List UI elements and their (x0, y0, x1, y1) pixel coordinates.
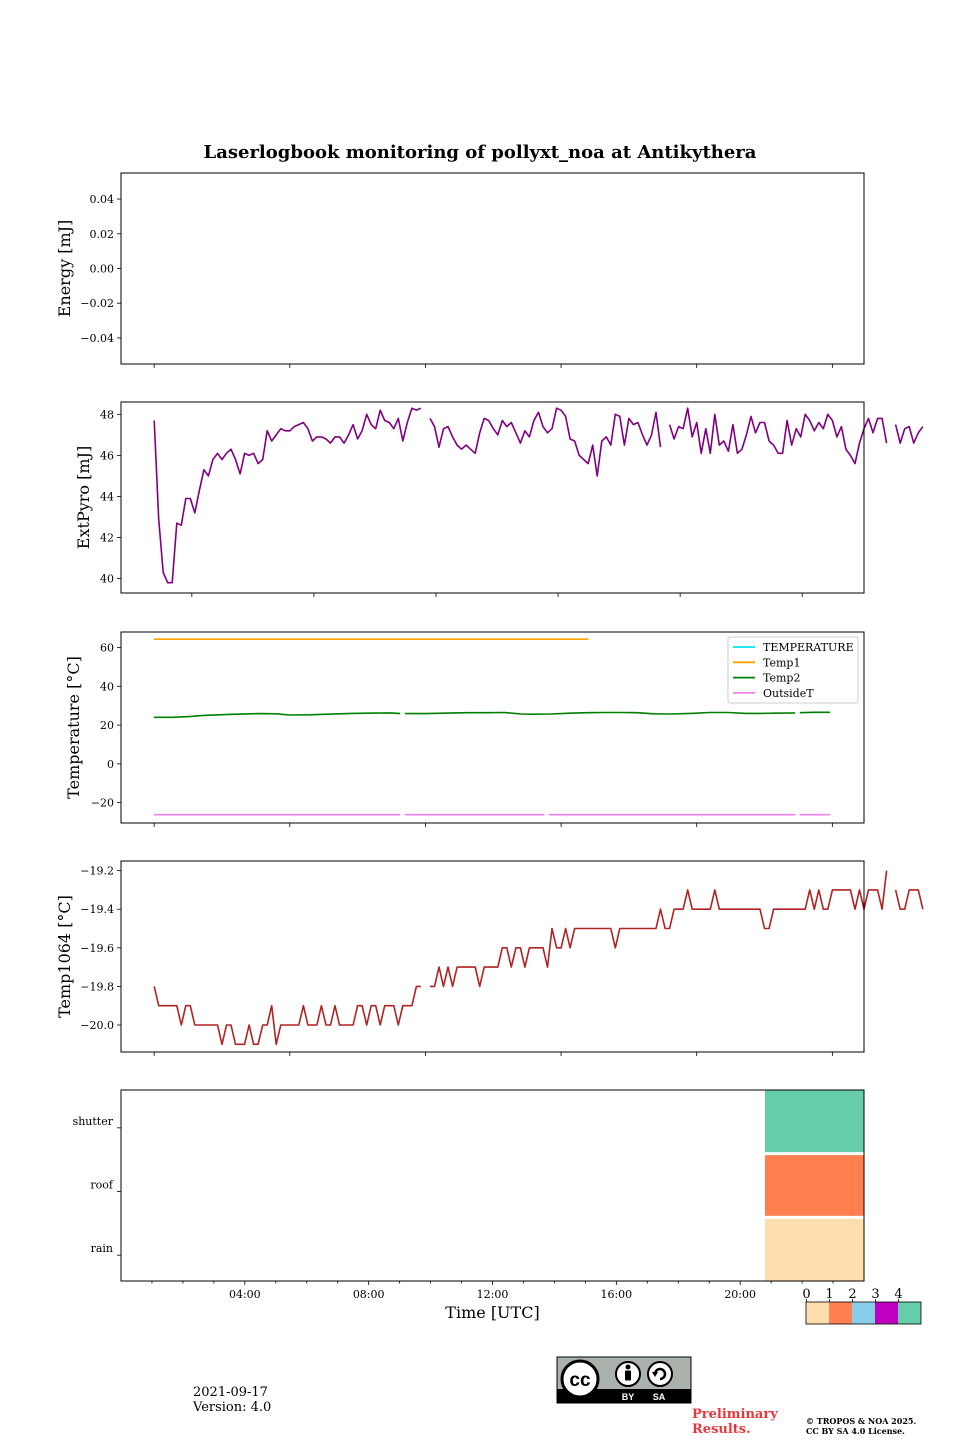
status-block-shutter (764, 1090, 864, 1153)
status-row-label: rain (91, 1242, 113, 1255)
axes-frame (120, 1089, 865, 1282)
y-tick-label: 20 (100, 719, 114, 732)
y-axis-label: Temperature [°C] (64, 656, 83, 799)
cc-by-label: BY (622, 1392, 635, 1402)
copyright-line1: © TROPOS & NOA 2025. (806, 1416, 916, 1426)
y-tick-label: 40 (100, 680, 114, 693)
legend-entry: TEMPERATURE (763, 641, 854, 654)
energy-panel: −0.04 −0.02 0.00 0.02 0.04 Energy [mJ] (55, 172, 865, 368)
y-tick-label: 60 (100, 642, 114, 655)
footer-version: Version: 4.0 (192, 1400, 271, 1415)
y-tick-label: −20 (91, 797, 114, 810)
x-tick-label: 16:00 (600, 1288, 632, 1301)
colorbar-tick-label: 3 (871, 1287, 879, 1302)
y-tick-label: −0.02 (80, 297, 114, 310)
x-tick-label: 08:00 (353, 1288, 385, 1301)
extpyro-series-line (153, 407, 924, 584)
temp1064-series-line (153, 870, 924, 1046)
y-tick-label: 46 (100, 449, 114, 462)
axes-frame (120, 631, 865, 824)
y-tick-label: 0 (107, 758, 114, 771)
extpyro-panel: 40 42 44 46 48 ExtPyro [mJ] (74, 401, 924, 597)
colorbar-tick-label: 4 (894, 1287, 902, 1302)
y-tick-label: 42 (100, 532, 114, 545)
preliminary-line2: Results. (692, 1422, 751, 1437)
copyright-line2: CC BY SA 4.0 License. (806, 1426, 905, 1436)
y-axis-label: ExtPyro [mJ] (74, 446, 93, 549)
y-tick-label: −19.2 (80, 865, 114, 878)
legend: TEMPERATURE Temp1 Temp2 OutsideT (727, 636, 859, 704)
y-axis-label: Energy [mJ] (55, 220, 74, 318)
x-tick-label: 12:00 (477, 1288, 509, 1301)
colorbar-swatch (829, 1302, 852, 1324)
colorbar-tick-label: 1 (825, 1287, 833, 1302)
status-row-label: roof (90, 1179, 114, 1192)
cc-text: cc (569, 1370, 591, 1391)
series-line-temp2 (404, 711, 796, 716)
preliminary-line1: Preliminary (692, 1407, 778, 1422)
status-block-rain (764, 1218, 864, 1281)
y-tick-label: −19.6 (80, 942, 114, 955)
axes-frame (120, 172, 865, 365)
status-panel: shutter roof rain 04:00 08:00 12:00 16:00 20:00… (73, 1089, 865, 1322)
colorbar-swatch (806, 1302, 829, 1324)
x-axis-label: Time [UTC] (445, 1303, 539, 1322)
temperature-panel: −20 0 20 40 60 Temperature [°C] TEMPERATURE Tem… (64, 631, 865, 827)
footer-date: 2021-09-17 (193, 1385, 268, 1400)
status-row-label: shutter (73, 1115, 114, 1128)
temp1064-panel: −20.0 −19.8 −19.6 −19.4 −19.2 Temp1064 [°C] (55, 860, 924, 1056)
y-tick-label: 44 (100, 490, 114, 503)
x-tick-label: 04:00 (229, 1288, 261, 1301)
colorbar-swatch (898, 1302, 921, 1324)
x-tick-label: 20:00 (724, 1288, 756, 1301)
y-tick-label: −0.04 (80, 332, 114, 345)
y-axis-label: Temp1064 [°C] (55, 895, 74, 1018)
colorbar-swatch (852, 1302, 875, 1324)
colorbar-tick-label: 2 (848, 1287, 856, 1302)
figure-title: Laserlogbook monitoring of pollyxt_noa a… (204, 142, 757, 163)
legend-entry: Temp1 (763, 656, 800, 669)
y-tick-label: 0.00 (90, 263, 115, 276)
y-tick-label: 48 (100, 408, 114, 421)
legend-entry: OutsideT (763, 687, 814, 700)
legend-box (727, 636, 859, 704)
share-alike-icon (647, 1361, 673, 1387)
y-tick-label: 0.04 (90, 193, 115, 206)
colorbar-tick-label: 0 (802, 1287, 810, 1302)
cc-circle-icon (560, 1359, 600, 1399)
cc-by-sa-logo: cc BY SA (556, 1356, 692, 1404)
axes-frame (120, 860, 865, 1053)
colorbar-frame (805, 1301, 922, 1325)
axes-frame (120, 401, 865, 594)
series-line-temp2 (154, 712, 401, 719)
colorbar-swatch (875, 1302, 898, 1324)
y-tick-label: −19.4 (80, 903, 114, 916)
y-tick-label: −20.0 (80, 1019, 114, 1032)
y-tick-label: 0.02 (90, 228, 115, 241)
y-tick-label: −19.8 (80, 980, 114, 993)
status-block-roof (764, 1155, 864, 1216)
cc-sa-label: SA (653, 1392, 666, 1402)
y-tick-label: 40 (100, 573, 114, 586)
legend-entry: Temp2 (763, 672, 800, 685)
